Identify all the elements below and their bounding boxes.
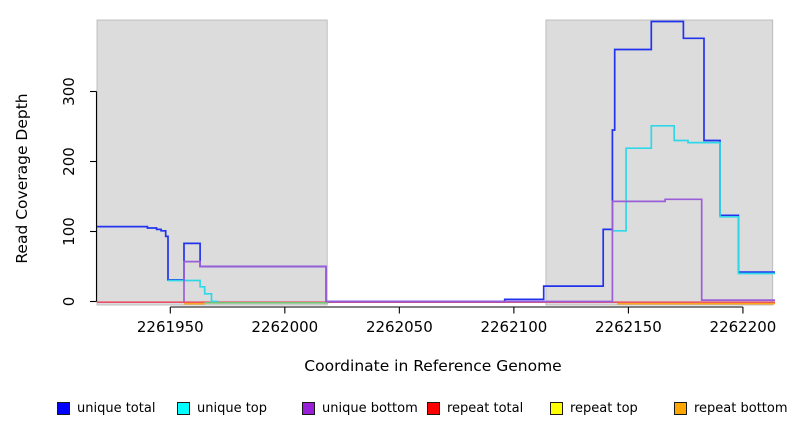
- legend-swatch-repeat-top: [550, 401, 563, 415]
- legend-swatch-unique-total: [57, 401, 70, 415]
- legend-label: repeat top: [570, 400, 638, 416]
- legend-label: unique total: [77, 400, 156, 416]
- x-tick-label: 2262050: [366, 318, 433, 336]
- shaded-region: [96, 19, 328, 306]
- series-unique-bottom-line: [183, 198, 775, 303]
- y-tick-label: 0: [60, 297, 78, 307]
- legend-label: unique top: [197, 400, 268, 416]
- legend-swatch-repeat-bottom: [674, 401, 687, 415]
- legend: unique total unique top unique bottom repea…: [0, 398, 792, 422]
- y-tick-label: 300: [60, 77, 78, 106]
- x-tick-label: 2262000: [251, 318, 318, 336]
- coverage-plot: 0 100 200 300 Read Coverage Depth 2261950 2262…: [13, 19, 777, 375]
- series-unique-total-line: [97, 20, 775, 303]
- legend-label: repeat bottom: [694, 400, 788, 416]
- series-unique-top-line: [612, 124, 775, 275]
- x-tick-label: 2261950: [137, 318, 204, 336]
- legend-item-unique-total: unique total: [57, 398, 155, 418]
- legend-label: repeat total: [447, 400, 524, 416]
- legend-item-repeat-top: repeat top: [550, 398, 638, 418]
- legend-item-unique-bottom: unique bottom: [302, 398, 418, 418]
- y-axis-title: Read Coverage Depth: [13, 93, 31, 263]
- legend-label: unique bottom: [322, 400, 418, 416]
- legend-swatch-repeat-total: [427, 401, 440, 415]
- x-tick-label: 2262200: [710, 318, 777, 336]
- legend-item-unique-top: unique top: [177, 398, 267, 418]
- x-tick-label: 2262150: [595, 318, 662, 336]
- series-unique-top-line: [168, 279, 219, 303]
- x-axis-title: Coordinate in Reference Genome: [304, 357, 561, 375]
- legend-swatch-unique-bottom: [302, 401, 315, 415]
- legend-item-repeat-total: repeat total: [427, 398, 523, 418]
- shaded-region: [545, 19, 774, 306]
- y-tick-label: 200: [60, 147, 78, 176]
- x-tick-label: 2262100: [480, 318, 547, 336]
- y-tick-label: 100: [60, 217, 78, 246]
- legend-item-repeat-bottom: repeat bottom: [674, 398, 788, 418]
- legend-swatch-unique-top: [177, 401, 190, 415]
